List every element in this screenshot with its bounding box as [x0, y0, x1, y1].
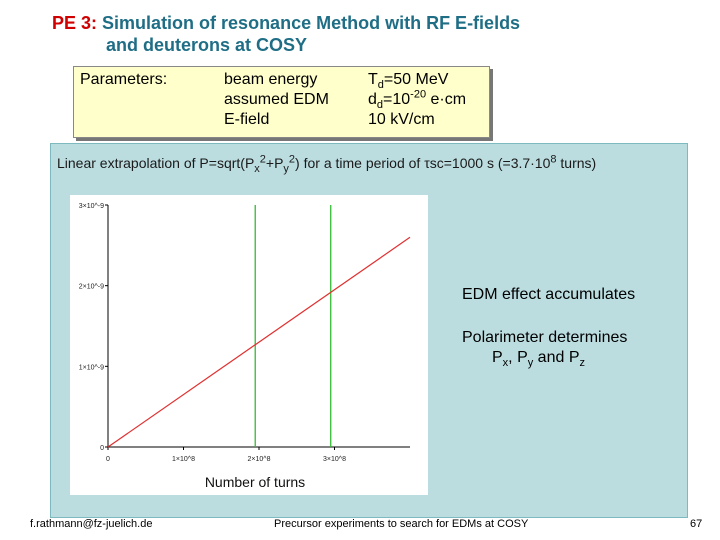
x-tick-label: 1×10^8	[172, 456, 195, 463]
title-prefix: PE 3:	[52, 13, 98, 33]
param-name-energy: beam energy	[224, 71, 318, 88]
chart-svg: 0 1×10^-9 2×10^-9 3×10^-9 0 1×10^8 2×10^8 3×10^…	[79, 203, 411, 490]
param-name-field: E-field	[224, 111, 270, 128]
annotation-accumulates: EDM effect accumulates	[462, 286, 636, 303]
x-axis-label: Number of turns	[205, 474, 305, 490]
panel-caption: Linear extrapolation of P=sqrt(Px2+Py2) …	[57, 153, 597, 175]
polarization-line	[107, 236, 411, 448]
parameters-box: Parameters: beam energy assumed EDM E-fi…	[73, 66, 490, 138]
annotation-polarimeter: Polarimeter determines	[462, 329, 628, 346]
footer-title: Precursor experiments to search for EDMs…	[274, 518, 529, 530]
x-tick-label: 0	[106, 456, 110, 463]
param-name-edm: assumed EDM	[224, 91, 329, 108]
param-value-field: 10 kV/cm	[368, 111, 435, 128]
parameters-label: Parameters:	[80, 71, 168, 88]
parameter-names: beam energy assumed EDM E-field	[224, 70, 329, 130]
param-value-energy: Td=50 MeV	[368, 71, 449, 92]
annotation-components: Px, Py and Pz	[492, 349, 585, 370]
y-tick-label: 3×10^-9	[79, 203, 104, 210]
title-line2: and deuterons at COSY	[106, 35, 308, 55]
y-tick-label: 1×10^-9	[79, 364, 104, 371]
title-line1: Simulation of resonance Method with RF E…	[102, 13, 521, 33]
x-tick-label: 2×10^8	[248, 456, 271, 463]
x-tick-label: 3×10^8	[323, 456, 346, 463]
footer-email: f.rathmann@fz-juelich.de	[30, 518, 153, 530]
param-value-edm: dd=10-20 e·cm	[368, 88, 467, 112]
slide-title: PE 3: Simulation of resonance Method wit…	[52, 12, 520, 56]
parameter-values: Td=50 MeV dd=10-20 e·cm 10 kV/cm	[368, 70, 466, 130]
y-tick-label: 2×10^-9	[79, 284, 104, 291]
polarization-plot: 0 1×10^-9 2×10^-9 3×10^-9 0 1×10^8 2×10^8 3×10^…	[70, 195, 428, 495]
page-number: 67	[690, 518, 703, 530]
y-tick-label: 0	[100, 445, 104, 452]
